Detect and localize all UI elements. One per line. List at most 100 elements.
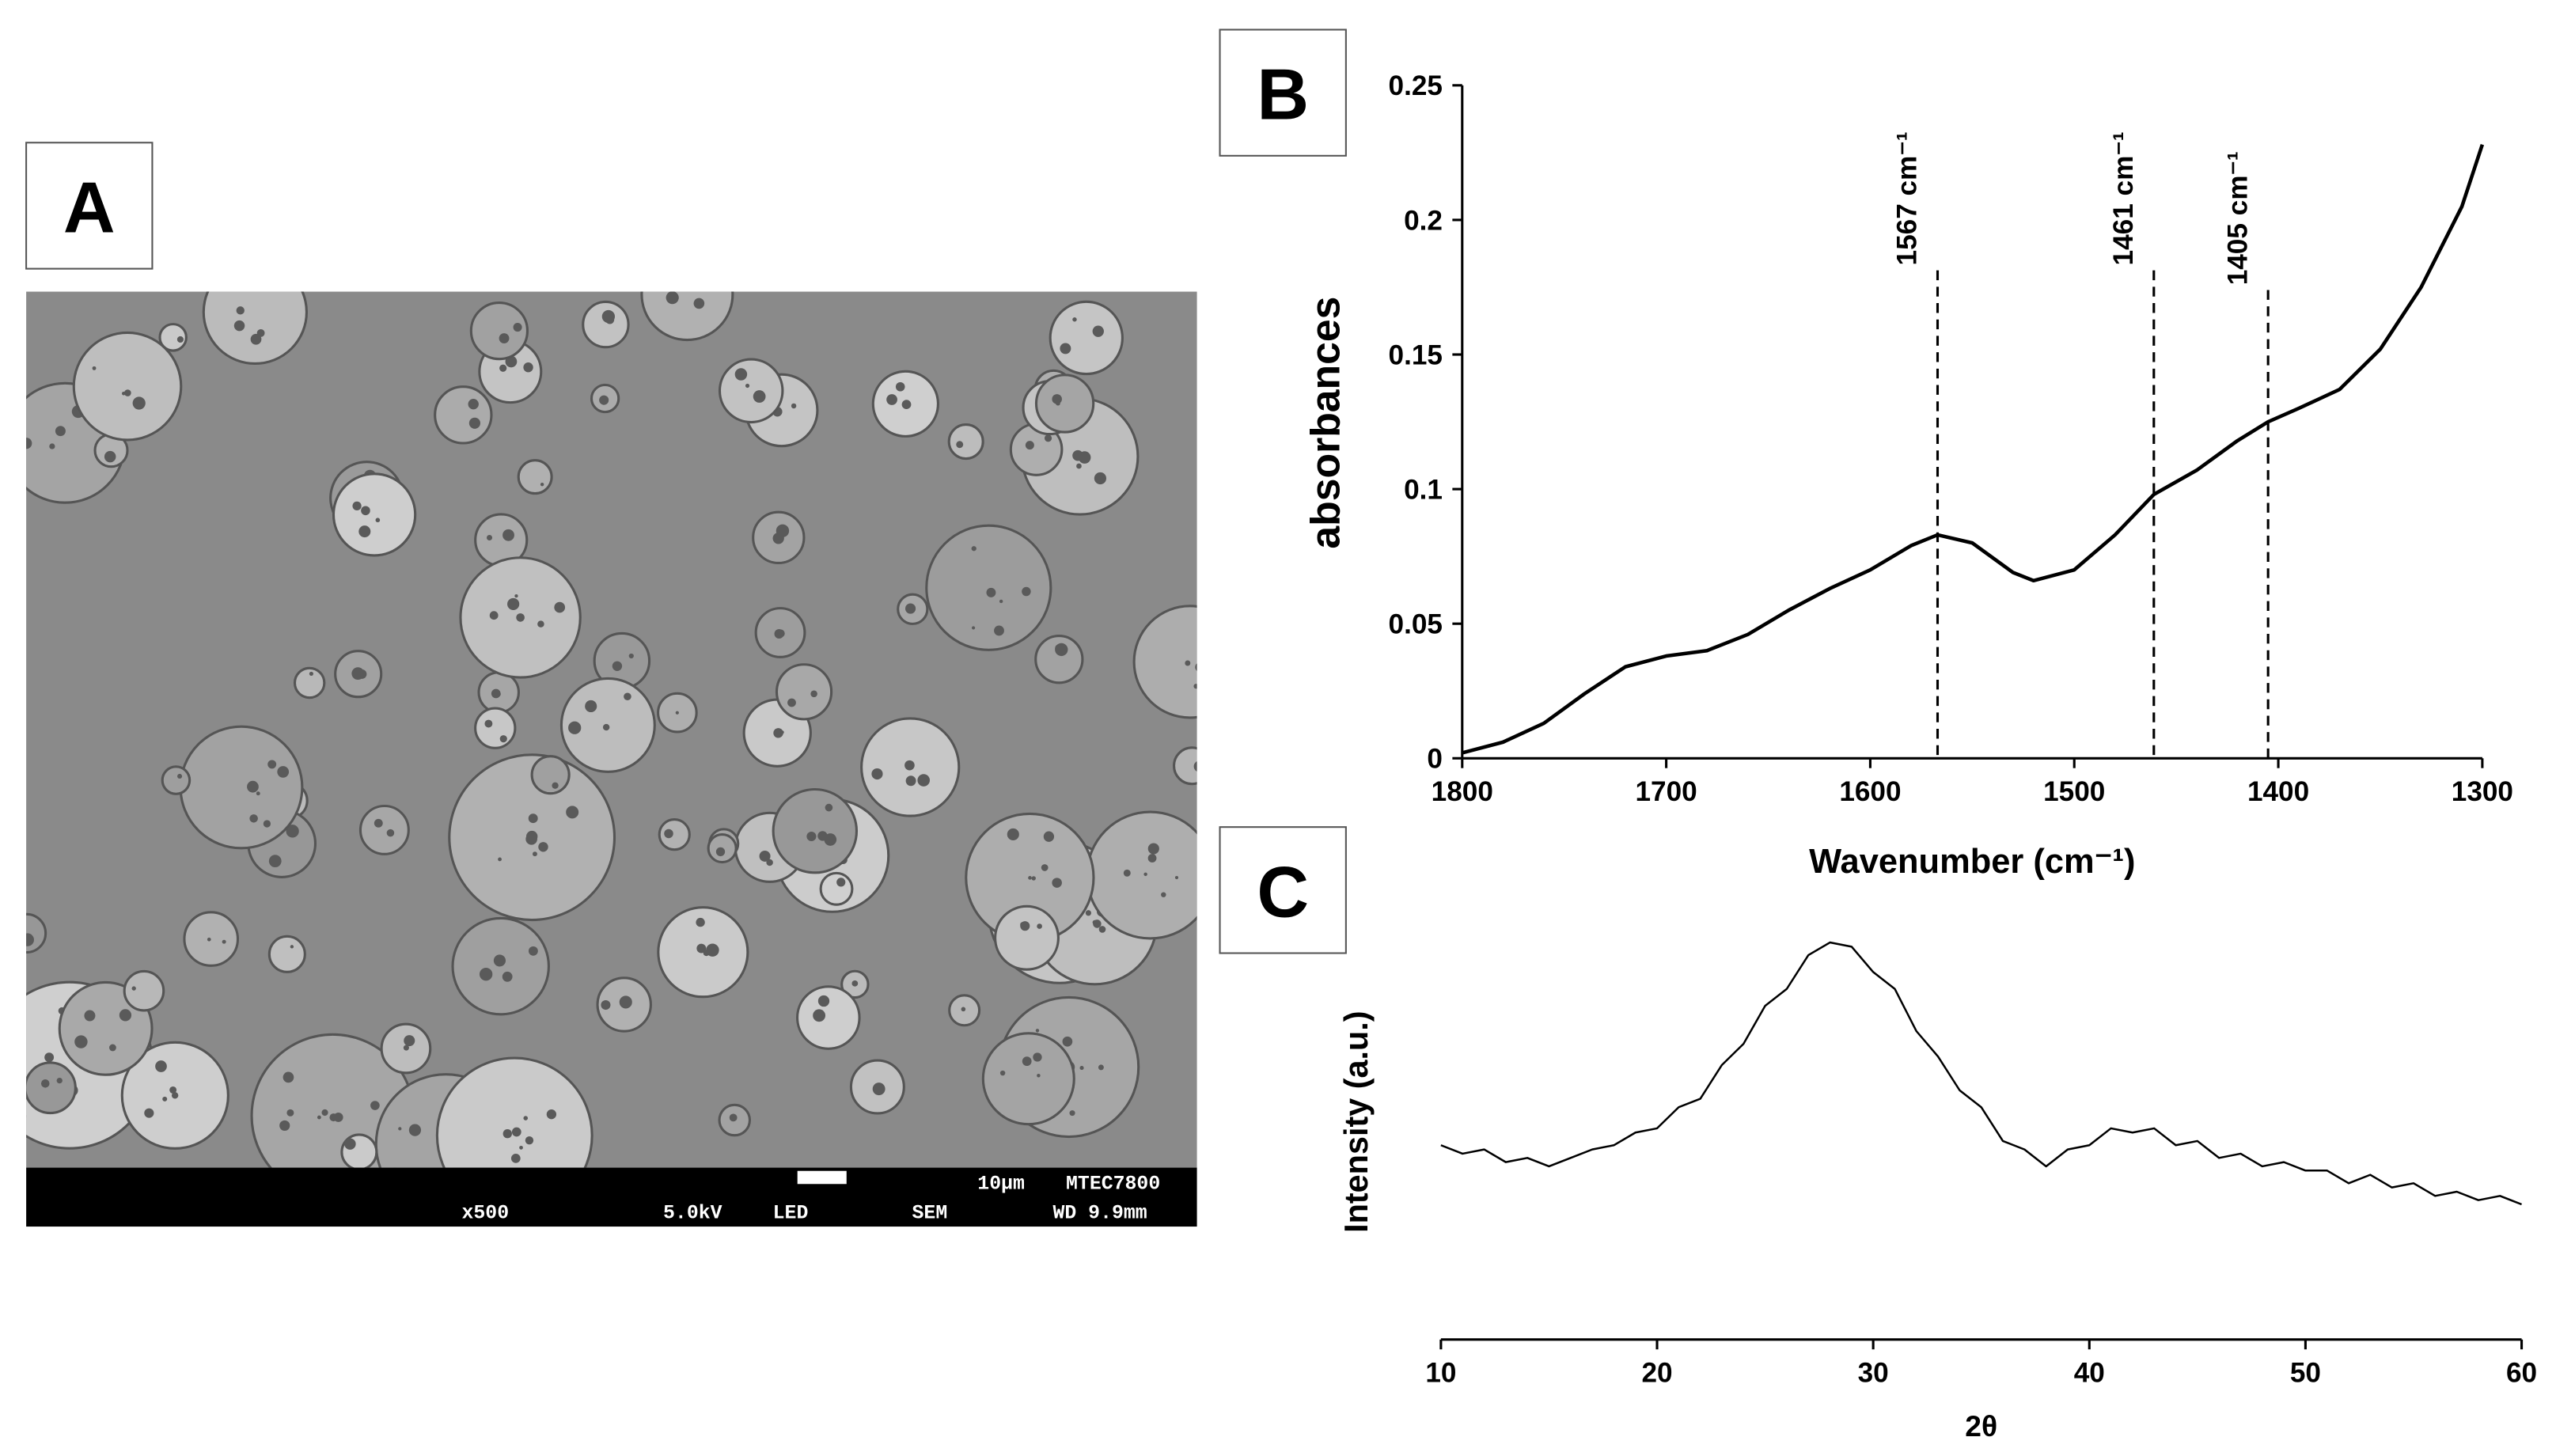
sem-pore [917, 774, 931, 787]
sem-pore [599, 395, 609, 405]
sem-pore [162, 1096, 168, 1101]
sem-pore [499, 364, 507, 372]
scale-bar [797, 1170, 847, 1185]
sem-pore [1052, 878, 1062, 888]
sem-pore [361, 506, 370, 516]
sem-pore [1022, 586, 1031, 597]
sem-pore [249, 814, 258, 823]
sem-pore [999, 599, 1003, 604]
sem-text: SEM [912, 1203, 948, 1225]
sem-pore [813, 1009, 826, 1022]
sem-pore [519, 1145, 523, 1150]
sem-pore [693, 298, 705, 309]
x-tick-label: 60 [2506, 1358, 2537, 1389]
sem-pore [333, 1112, 343, 1122]
sem-particle [123, 969, 165, 1012]
sem-pore [352, 501, 362, 511]
y-tick-label: 0.15 [1389, 339, 1443, 370]
sem-pore [528, 813, 538, 824]
sem-pore [734, 368, 748, 381]
sem-text: LED [773, 1203, 809, 1225]
sem-pore [104, 450, 116, 463]
sem-pore [247, 780, 259, 793]
sem-pore [971, 546, 977, 552]
sem-pore [780, 730, 784, 734]
sem-pore [516, 613, 525, 622]
sem-particle [26, 1061, 77, 1115]
sem-particle [530, 755, 571, 795]
sem-pore [566, 806, 579, 819]
sem-pore [1025, 441, 1034, 450]
sem-pore [468, 417, 481, 429]
sem-pore [267, 760, 277, 769]
sem-pore [121, 391, 126, 396]
sem-pore [236, 306, 245, 315]
sem-pore [612, 661, 623, 671]
sem-pore [74, 1035, 88, 1048]
y-tick-label: 0.25 [1389, 70, 1443, 101]
sem-pore [628, 653, 634, 659]
sem-particle [994, 904, 1060, 971]
sem-particle [517, 459, 553, 495]
sem-pore [233, 320, 245, 332]
sem-particle [434, 385, 493, 445]
sem-particle [469, 301, 529, 361]
sem-pore [886, 394, 897, 405]
panel-label: C [1257, 852, 1309, 932]
x-tick-label: 50 [2290, 1358, 2321, 1389]
sem-pore [144, 1108, 154, 1118]
sem-pore [26, 1094, 28, 1101]
sem-particle [358, 804, 410, 855]
sem-pore [309, 671, 314, 677]
sem-pore [901, 400, 912, 410]
sem-pore [403, 1045, 409, 1051]
sem-particle [947, 423, 984, 461]
sem-pore [487, 535, 493, 541]
sem-pore [55, 426, 66, 437]
sem-pore [528, 946, 538, 956]
sem-text: x500 [462, 1203, 510, 1225]
sem-pore [1041, 864, 1049, 871]
sem-pore [277, 766, 290, 778]
sem-pore [904, 603, 916, 614]
sem-pore [1033, 1052, 1042, 1062]
sem-pore [682, 276, 686, 280]
sem-pore [321, 1109, 328, 1117]
sem-pore [624, 692, 631, 701]
sem-pore [715, 847, 726, 857]
data-line [1440, 941, 2522, 1206]
sem-pore [290, 945, 294, 949]
sem-pore [1031, 876, 1036, 881]
sem-pore [1207, 650, 1212, 654]
sem-pore [554, 601, 566, 613]
sem-pore [871, 768, 883, 780]
sem-pore [772, 533, 784, 544]
sem-pore [493, 954, 506, 967]
sem-particle [202, 291, 308, 366]
sem-pore [525, 1136, 534, 1145]
sem-pore [1037, 1074, 1041, 1078]
sem-pore [664, 828, 673, 839]
sem-pore [759, 850, 771, 862]
sem-pore [961, 1007, 966, 1012]
sem-pore [26, 933, 34, 946]
sem-pore [1062, 1036, 1073, 1047]
sem-pore [286, 1109, 294, 1117]
x-tick-label: 1300 [2452, 776, 2513, 807]
sem-pore [601, 1000, 611, 1010]
sem-pore [1035, 1029, 1040, 1033]
sem-pore [602, 723, 610, 731]
sem-pore [250, 333, 262, 345]
sem-particle [796, 985, 861, 1050]
panel-label-box [1219, 28, 1347, 157]
sem-pore [502, 971, 513, 982]
sem-pore [44, 1052, 55, 1063]
sem-particle [26, 912, 47, 954]
sem-info-bar [26, 1167, 1197, 1227]
sem-pore [787, 698, 796, 707]
x-tick-label: 1400 [2247, 776, 2309, 807]
sem-pore [1028, 876, 1032, 880]
sem-pore [398, 1127, 402, 1131]
sem-pore [510, 1154, 521, 1163]
